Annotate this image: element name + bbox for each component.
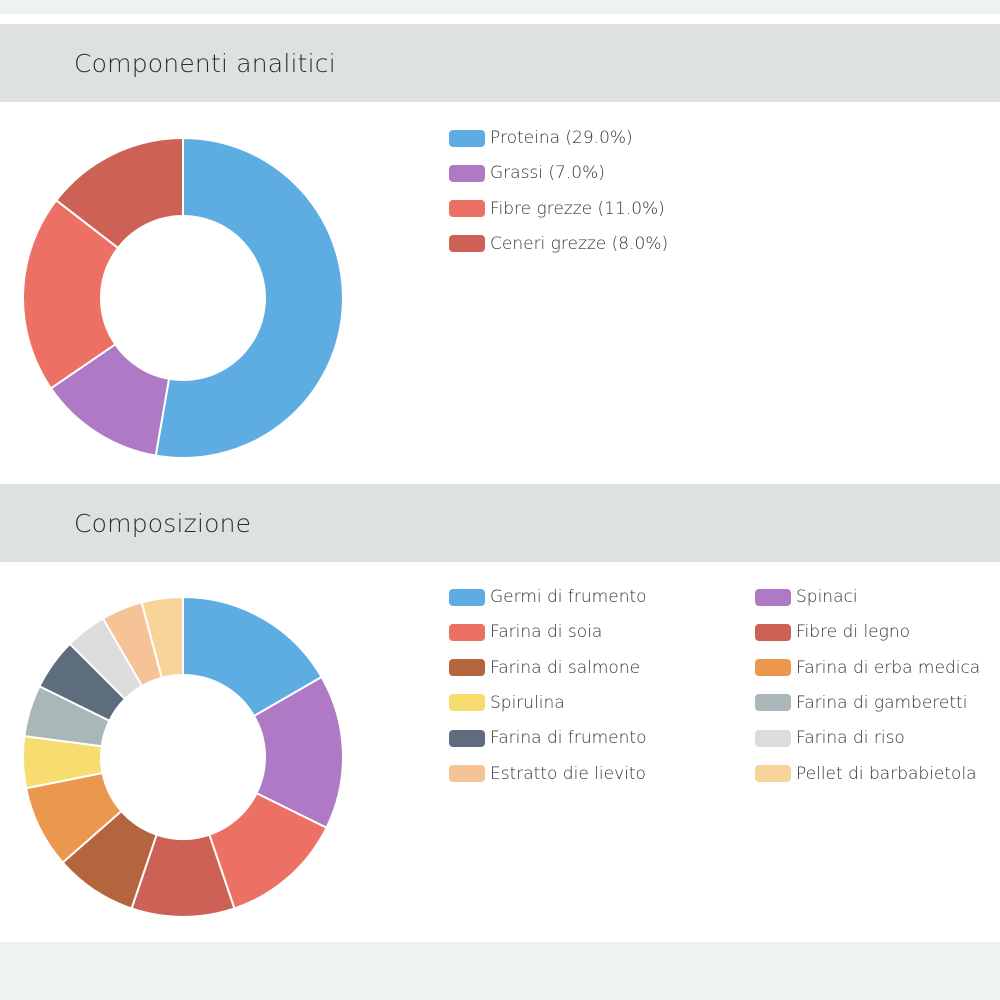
donut-slice-ceneri-grezze[interactable] [54, 136, 184, 250]
legend-item-grassi[interactable]: Grassi (7.0%) [449, 161, 605, 185]
legend-swatch [449, 235, 485, 253]
section-title: Composizione [74, 509, 252, 538]
legend-label: Farina di riso [796, 728, 905, 749]
legend-swatch [755, 623, 791, 641]
legend-item-estratto-die-lievito[interactable]: Estratto die lievito [449, 762, 646, 786]
legend-item-farina-di-frumento[interactable]: Farina di frumento [449, 726, 646, 750]
legend-item-farina-di-erba-medica[interactable]: Farina di erba medica [755, 656, 980, 680]
legend-swatch [449, 200, 485, 218]
legend-swatch [449, 588, 485, 606]
legend-swatch [755, 729, 791, 747]
legend-label: Fibre grezze (11.0%) [490, 198, 665, 219]
legend-label: Proteina (29.0%) [490, 128, 633, 148]
donut-chart-composizione [22, 595, 344, 918]
legend-swatch [449, 659, 485, 677]
legend-item-pellet-di-barbabietola[interactable]: Pellet di barbabietola [755, 762, 977, 786]
legend-swatch [755, 588, 791, 606]
donut-chart-componenti [22, 136, 344, 459]
legend-swatch [755, 659, 791, 677]
donut-slice-pellet-di-barbabietola[interactable] [140, 595, 184, 680]
legend-item-fibre-grezze[interactable]: Fibre grezze (11.0%) [449, 197, 665, 221]
top-strip [0, 0, 1000, 14]
legend-label: Germi di frumento [490, 587, 647, 607]
legend-swatch [449, 729, 485, 747]
legend-label: Farina di salmone [490, 657, 641, 678]
section-body-composizione: Germi di frumento Spinaci Farina di soia Fi… [0, 562, 1000, 942]
legend-item-fibre-di-legno[interactable]: Fibre di legno [755, 620, 910, 644]
donut-slice-fibre-grezze[interactable] [22, 198, 120, 390]
legend-label: Spinaci [796, 587, 858, 607]
legend-label: Estratto die lievito [490, 763, 646, 784]
legend-label: Farina di frumento [490, 728, 647, 749]
legend-swatch [449, 164, 485, 182]
legend-item-spinaci[interactable]: Spinaci [755, 585, 858, 609]
legend-swatch [449, 765, 485, 782]
section-body-componenti: Proteina (29.0%) Grassi (7.0%) Fibre grezz… [0, 102, 1000, 484]
legend-label: Pellet di barbabietola [796, 763, 977, 784]
section-header-componenti: Componenti analitici [0, 24, 1000, 102]
legend-item-germi-di-frumento[interactable]: Germi di frumento [449, 585, 647, 609]
legend-label: Farina di soia [490, 622, 603, 643]
legend-item-proteina[interactable]: Proteina (29.0%) [449, 126, 633, 150]
legend-label: Ceneri grezze (8.0%) [490, 233, 669, 254]
legend-label: Grassi (7.0%) [490, 163, 605, 184]
legend-label: Farina di erba medica [796, 657, 981, 678]
donut-slice-proteina[interactable] [154, 136, 344, 459]
legend-item-farina-di-gamberetti[interactable]: Farina di gamberetti [755, 691, 967, 715]
legend-item-ceneri-grezze[interactable]: Ceneri grezze (8.0%) [449, 232, 668, 256]
legend-swatch [755, 765, 791, 782]
section-title: Componenti analitici [74, 49, 336, 78]
legend-item-farina-di-soia[interactable]: Farina di soia [449, 620, 602, 644]
legend-swatch [449, 129, 485, 147]
legend-item-farina-di-riso[interactable]: Farina di riso [755, 726, 905, 750]
legend-item-farina-di-salmone[interactable]: Farina di salmone [449, 656, 640, 680]
legend-label: Farina di gamberetti [796, 692, 968, 713]
section-header-composizione: Composizione [0, 484, 1000, 562]
legend-item-spirulina[interactable]: Spirulina [449, 691, 565, 715]
top-gap [0, 14, 1000, 24]
legend-swatch [755, 694, 791, 712]
legend-swatch [449, 623, 485, 641]
bottom-strip [0, 942, 1000, 1000]
legend-label: Fibre di legno [796, 622, 911, 643]
legend-label: Spirulina [490, 692, 565, 713]
legend-swatch [449, 694, 485, 712]
